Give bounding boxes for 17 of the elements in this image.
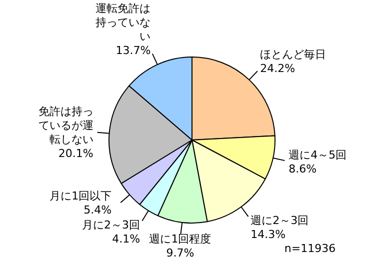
slice-label: 週に1回程度	[149, 232, 212, 246]
data-label: 13.7%	[116, 44, 151, 58]
data-label: 14.3%	[250, 228, 286, 241]
slice-label: 週に4～5回	[288, 148, 347, 162]
slice-label: ほとんど毎日	[260, 48, 326, 62]
text: n=11936	[284, 242, 336, 255]
slice-label: 運転免許は持っていない	[96, 2, 151, 44]
slice-label: 週に2～3回	[250, 214, 309, 227]
data-label: 9.7%	[166, 246, 194, 260]
slice-label: 月に1回以下	[50, 189, 112, 202]
data-label: 5.4%	[84, 203, 112, 216]
data-label: 8.6%	[288, 162, 317, 176]
slice-label: 免許は持っているが運転しない	[38, 105, 94, 146]
data-label: 20.1%	[58, 147, 94, 160]
data-label: 24.2%	[260, 62, 296, 76]
data-label: 4.1%	[112, 232, 140, 246]
slice-label: 月に2～3回	[82, 218, 140, 232]
